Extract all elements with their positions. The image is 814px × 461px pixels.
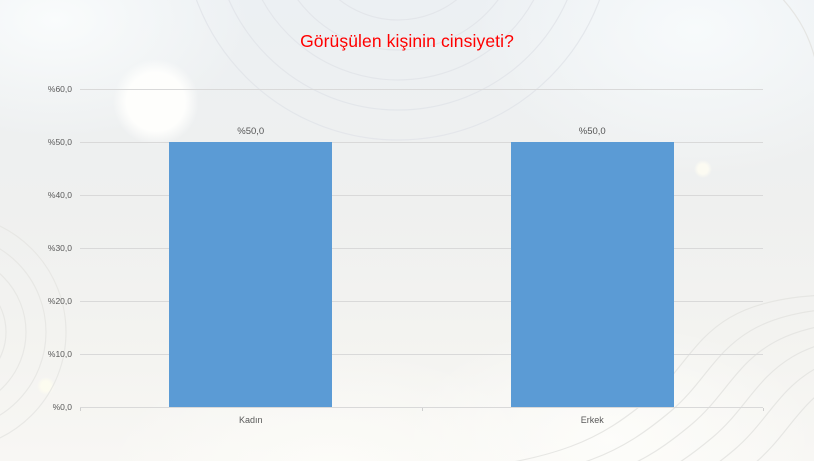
bar: [510, 142, 674, 407]
chart-title: Görüşülen kişinin cinsiyeti?: [300, 31, 514, 51]
category-axis-tick: [763, 408, 764, 411]
y-axis-tick-label: %30,0: [47, 242, 72, 253]
y-axis-tick-label: %10,0: [47, 348, 72, 359]
bar: [169, 142, 333, 407]
y-axis-tick-label: %60,0: [47, 83, 72, 94]
category-label: Erkek: [580, 415, 604, 425]
y-axis-tick-label: %0,0: [52, 401, 72, 412]
gridline: [80, 407, 763, 408]
y-axis-tick-label: %20,0: [47, 295, 72, 306]
gridline: [80, 248, 763, 249]
category-axis-tick: [80, 408, 81, 411]
category-label: Kadın: [238, 415, 263, 425]
gridline: [80, 301, 763, 302]
category-axis-tick: [421, 408, 423, 411]
gridline: [80, 89, 763, 90]
gridline: [80, 142, 763, 143]
bar-value-label: %50,0: [237, 126, 265, 137]
y-axis-tick-label: %40,0: [47, 189, 72, 200]
gridline: [80, 354, 763, 355]
gridline: [80, 195, 763, 196]
y-axis-tick-label: %50,0: [47, 136, 72, 147]
bar-value-label: %50,0: [578, 126, 606, 137]
